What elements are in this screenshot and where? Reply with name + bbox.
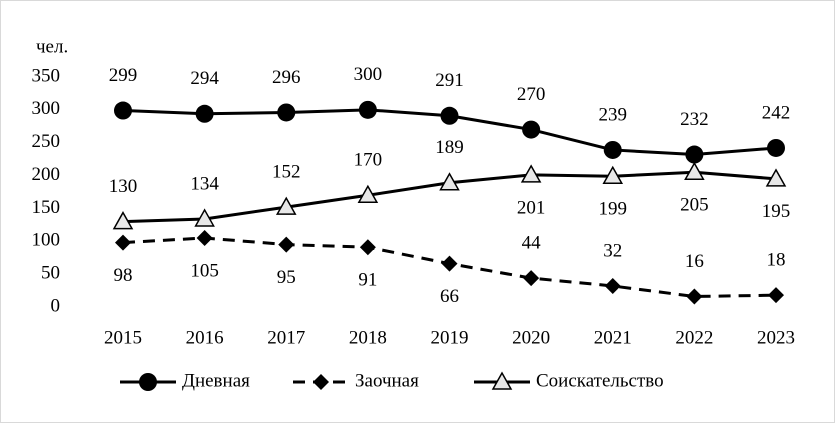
point-marker <box>767 138 785 157</box>
y-tick-label: 350 <box>32 65 61 86</box>
data-label: 134 <box>190 173 219 194</box>
data-label: 66 <box>440 286 459 307</box>
point-marker <box>603 140 622 159</box>
data-label: 291 <box>435 70 464 91</box>
point-marker <box>602 165 624 184</box>
x-tick-label: 2020 <box>512 327 550 348</box>
x-tick-label: 2015 <box>104 327 142 348</box>
data-label: 242 <box>762 102 791 123</box>
point-marker <box>278 236 295 253</box>
point-marker <box>440 106 459 125</box>
point-marker <box>523 270 540 287</box>
point-marker <box>768 287 784 304</box>
data-label: 95 <box>277 267 296 288</box>
point-marker <box>114 101 132 120</box>
data-label: 232 <box>680 109 709 130</box>
data-label: 270 <box>517 84 546 105</box>
data-label: 299 <box>109 65 138 86</box>
point-marker <box>275 196 297 215</box>
point-marker <box>195 104 214 123</box>
data-label: 18 <box>767 250 786 271</box>
point-marker <box>685 145 704 164</box>
point-marker <box>765 168 787 187</box>
data-label: 300 <box>354 64 383 85</box>
data-label: 32 <box>603 240 622 261</box>
y-tick-label: 300 <box>32 98 61 119</box>
point-marker <box>358 100 377 119</box>
data-label: 44 <box>522 232 542 253</box>
y-tick-label: 150 <box>32 197 61 218</box>
point-marker <box>115 234 131 251</box>
data-label: 152 <box>272 161 301 182</box>
y-tick-label: 0 <box>51 295 61 316</box>
data-label: 91 <box>358 270 377 291</box>
x-tick-label: 2023 <box>757 327 795 348</box>
data-label: 201 <box>517 197 546 218</box>
data-label: 98 <box>114 265 133 286</box>
data-label: 130 <box>109 176 138 197</box>
point-marker <box>196 230 213 246</box>
legend-label: Заочная <box>355 370 419 391</box>
data-label: 296 <box>272 67 301 88</box>
y-tick-label: 100 <box>32 230 61 251</box>
point-marker <box>522 120 541 139</box>
point-marker <box>439 172 460 191</box>
point-marker <box>112 211 134 230</box>
x-tick-label: 2016 <box>186 327 224 348</box>
y-tick-label: 250 <box>32 131 61 152</box>
data-label: 105 <box>190 260 219 281</box>
y-tick-label: 50 <box>41 263 60 284</box>
legend-label: Соискательство <box>536 370 664 391</box>
data-label: 170 <box>354 150 383 171</box>
data-label: 205 <box>680 195 709 216</box>
data-label: 239 <box>599 104 628 125</box>
data-label: 199 <box>599 199 628 220</box>
point-marker <box>359 239 376 256</box>
legend-label: Дневная <box>182 370 250 391</box>
point-marker <box>194 208 215 227</box>
point-marker <box>277 103 296 122</box>
point-marker <box>604 277 621 294</box>
data-label: 189 <box>435 137 464 158</box>
data-label: 16 <box>685 251 704 272</box>
x-tick-label: 2021 <box>594 327 632 348</box>
legend-marker <box>491 371 513 390</box>
point-marker <box>686 288 703 305</box>
y-axis-label: чел. <box>36 36 68 57</box>
x-tick-label: 2018 <box>349 327 387 348</box>
point-marker <box>684 161 705 181</box>
data-label: 195 <box>762 201 791 222</box>
point-marker <box>441 255 458 272</box>
x-tick-label: 2017 <box>267 327 305 348</box>
x-tick-label: 2019 <box>431 327 469 348</box>
point-marker <box>357 184 379 204</box>
x-tick-label: 2022 <box>675 327 713 348</box>
y-tick-label: 200 <box>32 164 61 185</box>
legend-marker <box>313 374 329 390</box>
legend-marker <box>139 373 157 391</box>
point-marker <box>520 164 542 183</box>
data-label: 294 <box>190 68 219 89</box>
